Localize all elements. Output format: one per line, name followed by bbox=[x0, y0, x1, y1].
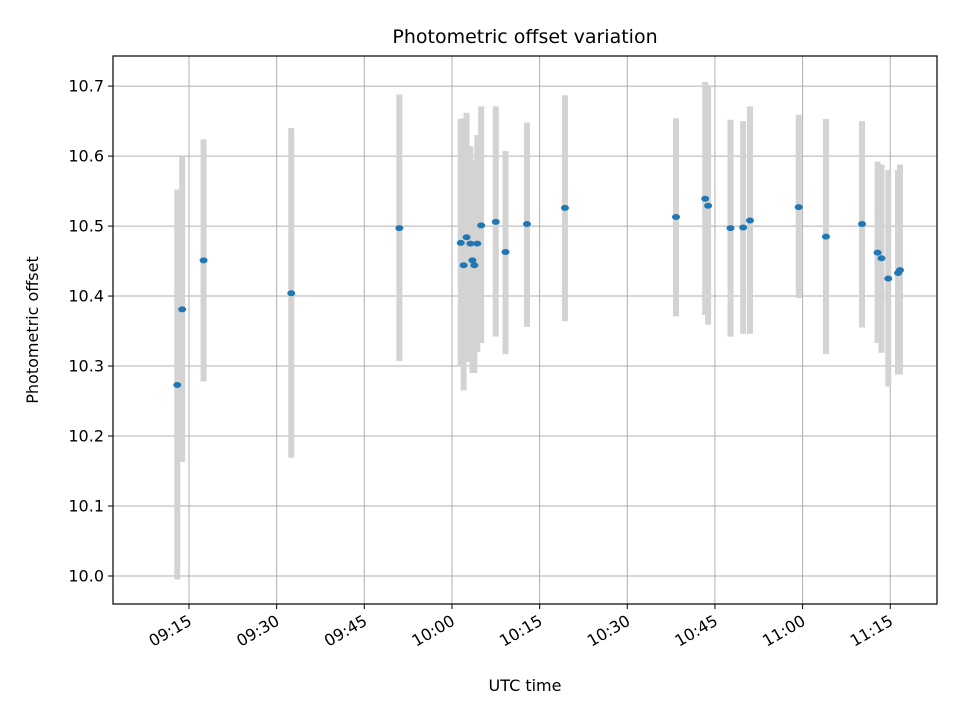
data-point bbox=[745, 217, 754, 224]
data-point bbox=[501, 248, 510, 255]
data-point bbox=[199, 257, 208, 264]
data-point bbox=[473, 240, 482, 247]
plot-frame bbox=[112, 55, 938, 605]
chart-title: Photometric offset variation bbox=[392, 26, 657, 48]
data-point bbox=[491, 218, 500, 225]
y-tick-label: 10.5 bbox=[68, 217, 104, 236]
y-axis-ticks: 10.0 10.1 10.2 10.3 10.4 10.5 10.6 10.7 bbox=[68, 77, 113, 586]
data-point bbox=[671, 213, 680, 220]
y-tick-label: 10.1 bbox=[68, 497, 104, 516]
data-point bbox=[462, 234, 471, 241]
data-point bbox=[877, 255, 886, 262]
data-point bbox=[522, 220, 531, 227]
data-points bbox=[173, 195, 904, 388]
data-point bbox=[726, 225, 735, 232]
y-tick-label: 10.4 bbox=[68, 287, 104, 306]
y-axis-label: Photometric offset bbox=[23, 256, 42, 404]
data-point bbox=[468, 257, 477, 264]
y-tick-label: 10.3 bbox=[68, 357, 104, 376]
data-point bbox=[459, 262, 468, 269]
data-point bbox=[858, 220, 867, 227]
data-point bbox=[704, 202, 713, 209]
data-point bbox=[794, 204, 803, 211]
y-tick-label: 10.7 bbox=[68, 77, 104, 96]
y-tick-label: 10.6 bbox=[68, 147, 104, 166]
data-point bbox=[821, 233, 830, 240]
y-tick-label: 10.2 bbox=[68, 427, 104, 446]
data-point bbox=[873, 249, 882, 256]
data-point bbox=[466, 240, 475, 247]
data-point bbox=[470, 262, 479, 269]
data-point bbox=[178, 306, 187, 313]
data-point bbox=[456, 239, 465, 246]
data-point bbox=[173, 381, 182, 388]
data-point bbox=[287, 290, 296, 297]
x-axis-label: UTC time bbox=[489, 676, 562, 695]
y-tick-label: 10.0 bbox=[68, 567, 104, 586]
data-point bbox=[884, 275, 893, 282]
data-point bbox=[701, 195, 710, 202]
data-point bbox=[560, 204, 569, 211]
data-point bbox=[739, 224, 748, 231]
data-point bbox=[477, 222, 486, 229]
data-point bbox=[395, 225, 404, 232]
data-point bbox=[895, 267, 904, 274]
